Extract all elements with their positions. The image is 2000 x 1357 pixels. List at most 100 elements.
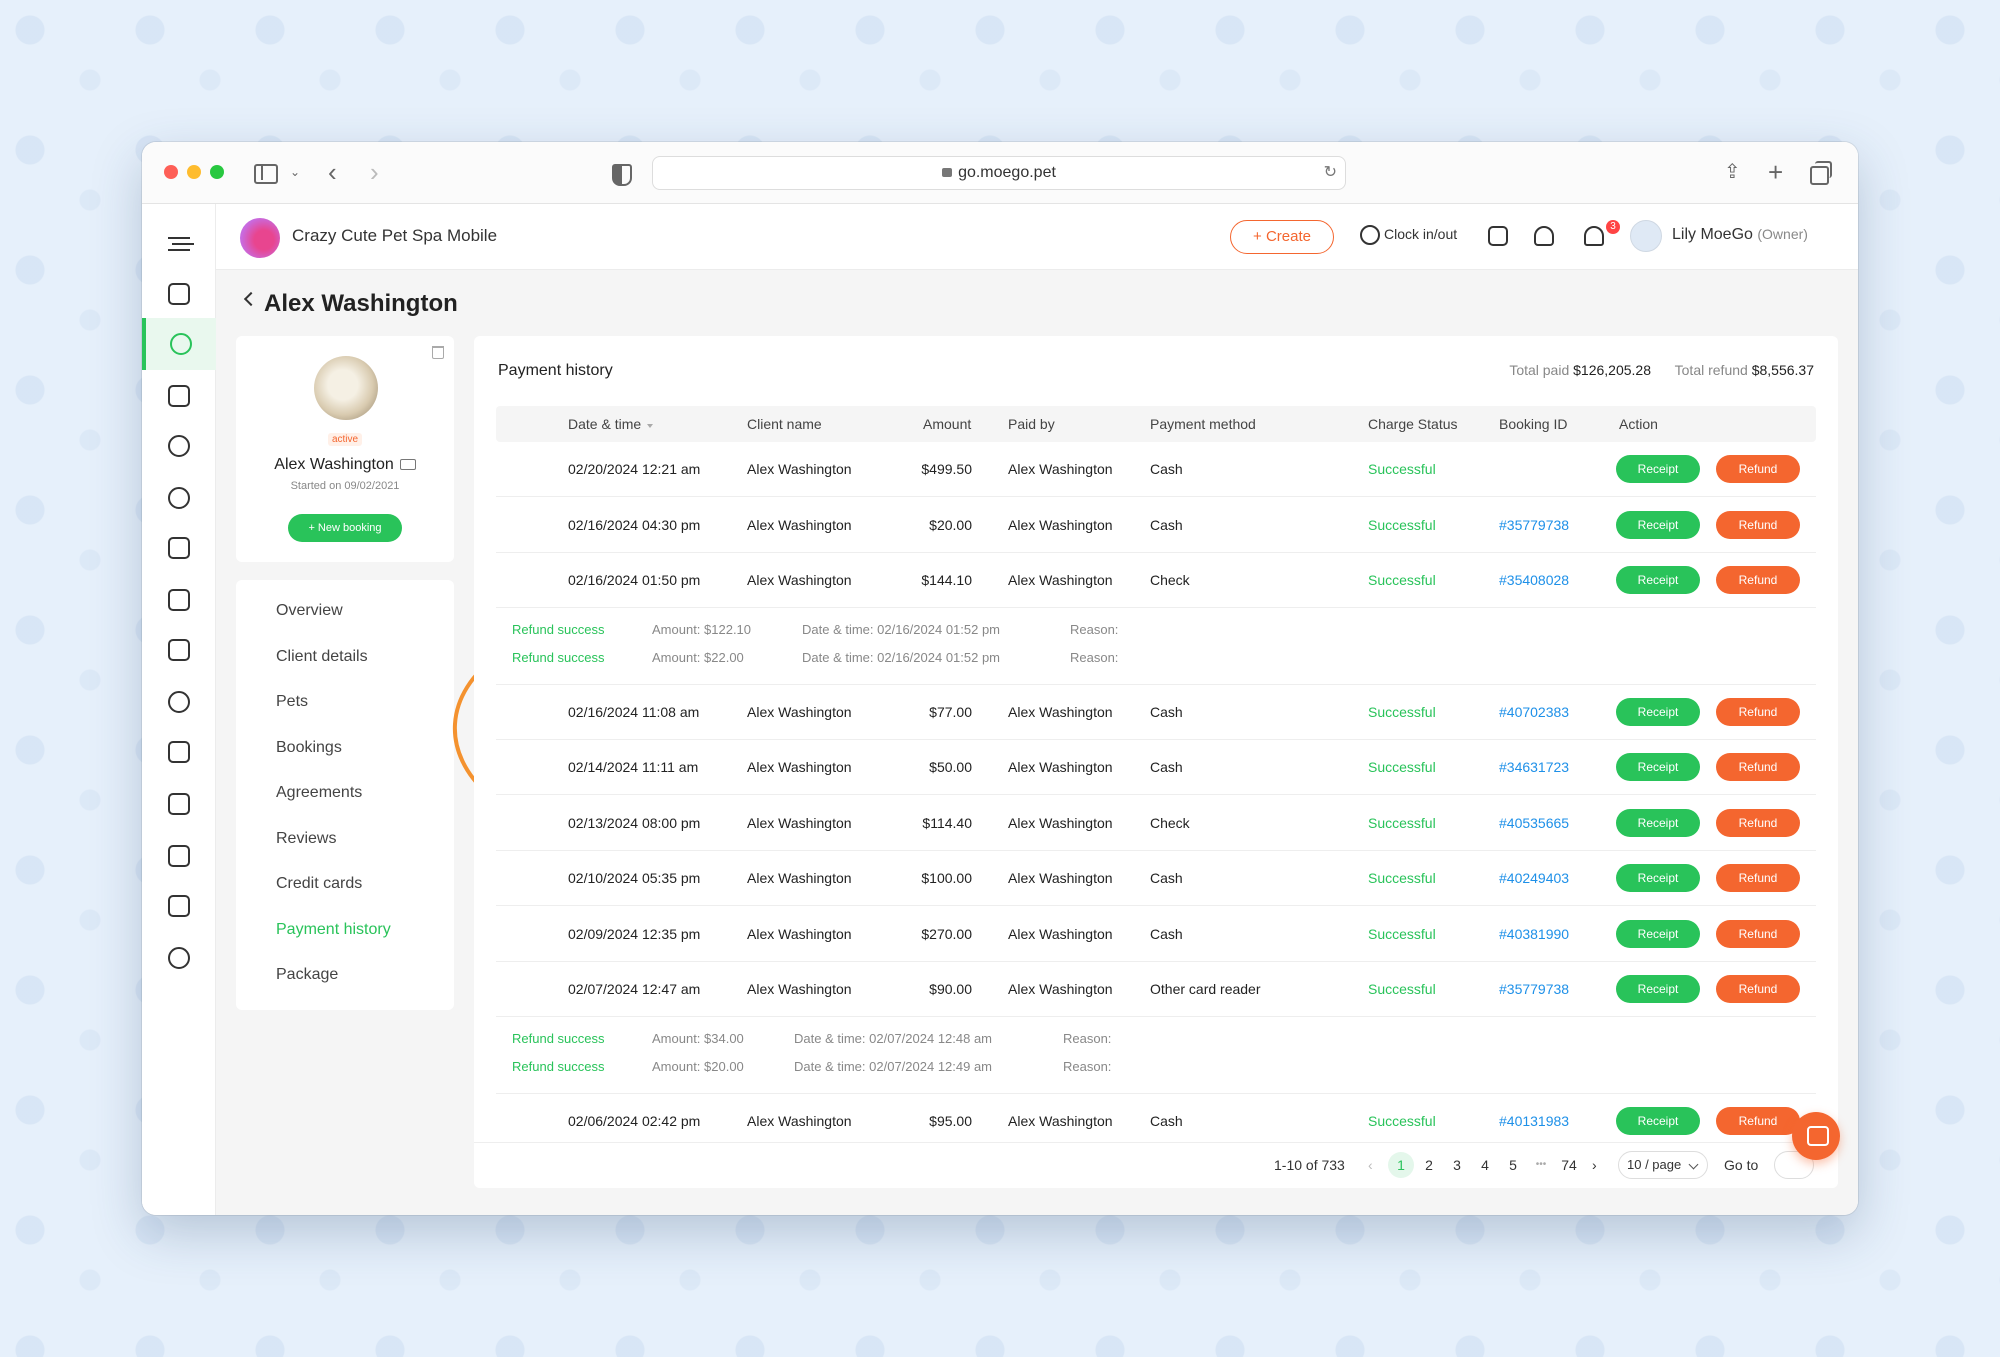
refund-button[interactable]: Refund <box>1716 919 1800 948</box>
privacy-shield-icon[interactable] <box>612 158 632 186</box>
minimize-window-button[interactable] <box>187 165 201 179</box>
booking-id-link[interactable]: #40131983 <box>1499 1112 1570 1129</box>
upload-icon[interactable] <box>1488 226 1508 246</box>
side-nav-payment-history[interactable]: Payment history <box>276 921 391 938</box>
refund-button[interactable]: Refund <box>1716 510 1800 539</box>
page-last[interactable]: 74 <box>1561 1157 1577 1173</box>
booking-id-link[interactable]: #40249403 <box>1499 870 1570 886</box>
bell-icon[interactable] <box>1584 226 1604 246</box>
cell-charge-status: Successful <box>1368 461 1436 477</box>
receipt-button[interactable]: Receipt <box>1616 697 1700 726</box>
create-button[interactable]: + Create <box>1230 220 1334 254</box>
address-bar[interactable]: go.moego.pet ↻ <box>652 156 1346 190</box>
cell-client-name: Alex Washington <box>747 814 852 831</box>
receipt-button[interactable]: Receipt <box>1616 975 1700 1003</box>
document-icon[interactable] <box>142 624 216 676</box>
booking-site-icon[interactable] <box>142 830 216 882</box>
receipt-button[interactable]: Receipt <box>1616 510 1700 539</box>
back-chevron-icon[interactable] <box>243 291 259 307</box>
reload-icon[interactable]: ↻ <box>1323 164 1337 181</box>
chat-support-button[interactable] <box>1792 1112 1840 1160</box>
megaphone-icon[interactable] <box>142 726 216 778</box>
side-nav-package[interactable]: Package <box>276 966 339 983</box>
next-page-icon[interactable]: › <box>1592 1157 1597 1173</box>
crown-icon[interactable] <box>142 778 216 830</box>
reports-chart-icon[interactable] <box>142 880 216 932</box>
close-window-button[interactable] <box>164 165 178 179</box>
store-icon[interactable] <box>142 370 216 422</box>
menu-icon[interactable] <box>142 218 216 270</box>
credit-card-icon[interactable] <box>399 459 416 470</box>
maximize-window-button[interactable] <box>210 165 224 179</box>
receipt-button[interactable]: Receipt <box>1616 566 1700 594</box>
cell-charge-status: Successful <box>1368 870 1436 886</box>
cell-payment-method: Cash <box>1150 703 1183 720</box>
refund-button[interactable]: Refund <box>1716 566 1800 594</box>
refund-button[interactable]: Refund <box>1716 753 1800 781</box>
business-logo[interactable] <box>240 218 280 258</box>
receipt-button[interactable]: Receipt <box>1616 919 1700 948</box>
refund-button[interactable]: Refund <box>1716 697 1800 726</box>
column-header-date[interactable]: Date & time <box>568 416 654 432</box>
new-tab-icon[interactable]: + <box>1768 157 1784 187</box>
page-5[interactable]: 5 <box>1509 1157 1517 1173</box>
pet-avatar[interactable] <box>314 356 378 420</box>
sort-icon[interactable] <box>647 424 654 428</box>
page-1[interactable]: 1 <box>1388 1152 1414 1178</box>
clients-pets-icon[interactable] <box>142 318 216 370</box>
tab-overview-icon[interactable] <box>1810 158 1832 186</box>
forward-arrow-icon[interactable]: › <box>370 157 379 187</box>
booking-id-link[interactable]: #40702383 <box>1499 703 1570 720</box>
receipt-button[interactable]: Receipt <box>1616 1106 1700 1135</box>
receipt-button[interactable]: Receipt <box>1616 455 1700 483</box>
booking-id-link[interactable]: #35408028 <box>1499 572 1570 588</box>
refund-button[interactable]: Refund <box>1716 864 1800 892</box>
booking-id-link[interactable]: #40381990 <box>1499 925 1570 942</box>
booking-id-link[interactable]: #40535665 <box>1499 814 1570 831</box>
side-nav-reviews[interactable]: Reviews <box>276 830 337 847</box>
refund-button[interactable]: Refund <box>1716 808 1800 837</box>
booking-id-link[interactable]: #35779738 <box>1499 981 1570 997</box>
receipt-button[interactable]: Receipt <box>1616 808 1700 837</box>
prev-page-icon[interactable]: ‹ <box>1368 1157 1373 1173</box>
refund-button[interactable]: Refund <box>1716 1106 1800 1135</box>
booking-id-link[interactable]: #35779738 <box>1499 516 1570 533</box>
receipt-button[interactable]: Receipt <box>1616 864 1700 892</box>
clock-in-out-button[interactable]: Clock in/out <box>1360 225 1457 245</box>
chevron-down-icon[interactable]: ⌄ <box>290 165 301 179</box>
calendar-icon[interactable] <box>142 268 216 320</box>
sidebar-toggle-icon[interactable] <box>254 158 278 186</box>
goto-page-input[interactable] <box>1774 1151 1814 1179</box>
headset-icon[interactable] <box>1534 226 1554 246</box>
schedule-icon[interactable] <box>142 522 216 574</box>
side-nav-overview[interactable]: Overview <box>276 602 343 619</box>
page-2[interactable]: 2 <box>1425 1157 1433 1173</box>
business-name[interactable]: Crazy Cute Pet Spa Mobile <box>292 226 498 245</box>
share-icon[interactable]: ⇪ <box>1724 161 1741 183</box>
cell-client-name: Alex Washington <box>747 703 852 720</box>
refund-button[interactable]: Refund <box>1716 975 1800 1003</box>
side-nav-pets[interactable]: Pets <box>276 693 309 710</box>
dollar-icon[interactable] <box>142 676 216 728</box>
side-nav-agreements[interactable]: Agreements <box>276 784 363 801</box>
new-booking-button[interactable]: + New booking <box>288 514 402 542</box>
page-size-select[interactable]: 10 / page <box>1618 1151 1708 1179</box>
back-arrow-icon[interactable]: ‹ <box>328 157 337 187</box>
clipboard-icon[interactable] <box>142 574 216 626</box>
refund-button[interactable]: Refund <box>1716 455 1800 483</box>
settings-gear-icon[interactable] <box>142 932 216 984</box>
receipt-button[interactable]: Receipt <box>1616 753 1700 781</box>
booking-id-link[interactable]: #34631723 <box>1499 759 1570 775</box>
user-avatar[interactable] <box>1630 220 1662 252</box>
user-menu[interactable]: Lily MoeGo (Owner) <box>1672 226 1808 244</box>
cell-date: 02/10/2024 05:35 pm <box>568 870 701 886</box>
page-3[interactable]: 3 <box>1453 1157 1461 1173</box>
page-4[interactable]: 4 <box>1481 1157 1489 1173</box>
side-nav-credit-cards[interactable]: Credit cards <box>276 875 363 892</box>
side-nav-client-details[interactable]: Client details <box>276 648 368 665</box>
pagination-ellipsis[interactable]: ••• <box>1535 1159 1547 1170</box>
messages-icon[interactable] <box>142 420 216 472</box>
side-nav-bookings[interactable]: Bookings <box>276 739 342 756</box>
trash-icon[interactable] <box>432 346 444 359</box>
alarm-clock-icon[interactable] <box>142 472 216 524</box>
